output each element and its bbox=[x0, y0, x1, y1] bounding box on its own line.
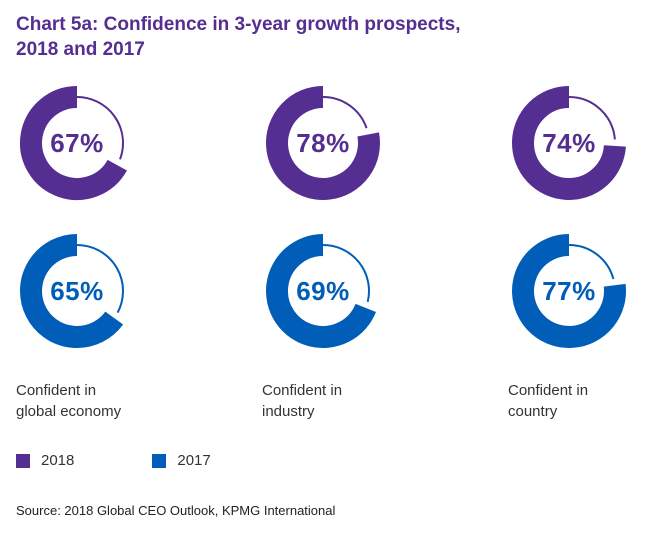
category-label-global-economy-line2: global economy bbox=[16, 403, 122, 421]
cell-2018-country: 74% bbox=[508, 82, 639, 230]
category-label-country-line2: country bbox=[508, 403, 558, 421]
donut-value-2017-industry: 69% bbox=[296, 275, 350, 306]
legend: 2018 2017 bbox=[16, 452, 639, 469]
donut-value-2018-industry: 78% bbox=[296, 127, 350, 158]
legend-item-2017: 2017 bbox=[152, 452, 211, 470]
cell-2017-country: 77% bbox=[508, 230, 639, 378]
category-label-country: Confident in country bbox=[508, 380, 639, 422]
category-label-global-economy-line1: Confident in bbox=[16, 382, 97, 400]
category-label-industry: Confident in industry bbox=[262, 380, 508, 422]
source-note: Source: 2018 Global CEO Outlook, KPMG In… bbox=[16, 503, 336, 519]
legend-swatch-2017 bbox=[152, 453, 167, 468]
chart-title-line2: 2018 and 2017 bbox=[16, 39, 145, 61]
donut-value-2017-country: 77% bbox=[542, 275, 596, 306]
legend-item-2018: 2018 bbox=[16, 452, 74, 469]
donut-2017-industry: 69% bbox=[262, 230, 384, 352]
donut-value-2018-global-economy: 67% bbox=[50, 127, 104, 158]
donut-value-2017-global-economy: 65% bbox=[50, 275, 104, 306]
legend-swatch-2018 bbox=[16, 453, 30, 468]
donut-value-2018-country: 74% bbox=[542, 127, 596, 158]
cell-2018-global-economy: 67% bbox=[16, 82, 262, 230]
category-label-country-line1: Confident in bbox=[508, 382, 589, 400]
donut-2017-country: 77% bbox=[508, 230, 630, 352]
donut-2018-industry: 78% bbox=[262, 82, 384, 204]
category-label-industry-line2: industry bbox=[262, 403, 315, 421]
chart-title-line1: Chart 5a: Confidence in 3-year growth pr… bbox=[16, 14, 461, 35]
chart-title: Chart 5a: Confidence in 3-year growth pr… bbox=[16, 12, 639, 62]
donut-2017-global-economy: 65% bbox=[16, 230, 138, 352]
cell-2018-industry: 78% bbox=[262, 82, 508, 230]
legend-label-2017: 2017 bbox=[177, 452, 211, 470]
category-label-global-economy: Confident in global economy bbox=[16, 380, 262, 422]
donut-grid: 67% 78% 74% 65% 69% 77% bbox=[16, 82, 639, 422]
legend-label-2018: 2018 bbox=[41, 452, 75, 470]
donut-2018-country: 74% bbox=[508, 82, 630, 204]
cell-2017-global-economy: 65% bbox=[16, 230, 262, 378]
donut-2018-global-economy: 67% bbox=[16, 82, 138, 204]
cell-2017-industry: 69% bbox=[262, 230, 508, 378]
category-label-industry-line1: Confident in bbox=[262, 382, 343, 400]
